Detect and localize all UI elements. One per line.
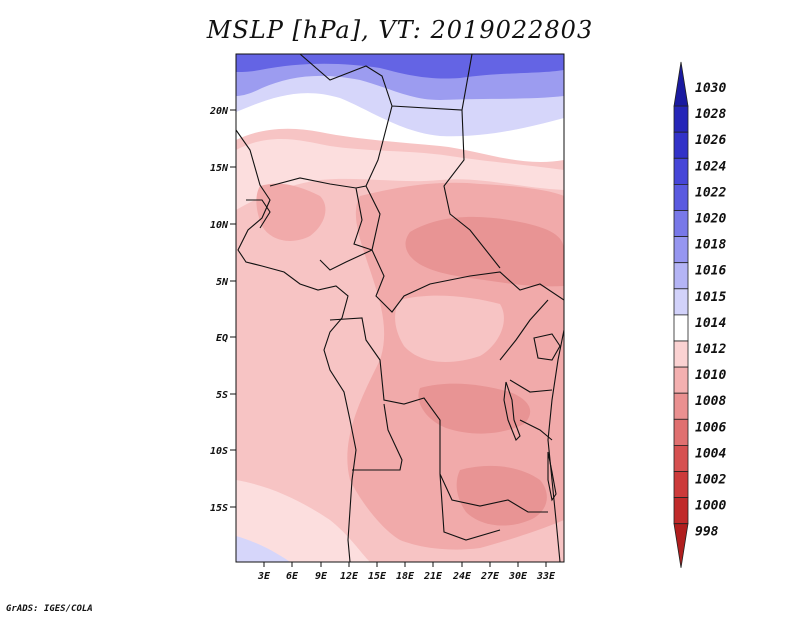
lon-label: 12E <box>340 571 359 582</box>
lake-victoria <box>533 333 561 361</box>
colorbar-level-label: 1002 <box>695 473 726 488</box>
grads-credit: GrADS: IGES/COLA <box>6 604 93 614</box>
colorbar-level-label: 1018 <box>695 238 726 253</box>
field-light-blue-southwest <box>236 536 290 562</box>
lon-label: 6E <box>286 571 299 582</box>
lon-label: 15E <box>368 571 387 582</box>
colorbar-swatch <box>673 105 689 133</box>
colorbar-swatch <box>673 471 689 499</box>
map-frame <box>235 53 565 563</box>
colorbar-level-label: 1015 <box>695 290 726 305</box>
lon-label: 24E <box>452 571 472 582</box>
colorbar-swatch <box>673 444 689 472</box>
lat-label: 15S <box>210 503 228 514</box>
colorbar: 1030 1028 1026 1024 1022 1020 1018 1016 1015 1014… <box>673 61 726 568</box>
lon-label: 21E <box>423 571 443 582</box>
field-rose-angola-low <box>456 465 547 526</box>
lat-label: 15N <box>210 163 229 174</box>
colorbar-level-label: 1006 <box>695 420 726 435</box>
colorbar-swatch <box>673 523 689 568</box>
field-pale-pink-north <box>236 138 564 210</box>
lon-label: 33E <box>536 571 556 582</box>
colorbar-level-label: 1016 <box>695 264 726 279</box>
colorbar-swatch <box>673 392 689 420</box>
west-africa-coastline <box>236 129 357 562</box>
lake-tanganyika <box>503 381 521 441</box>
colorbar-swatch <box>673 262 689 290</box>
lat-label: 5S <box>216 390 228 401</box>
colorbar-level-label: 1030 <box>695 81 726 96</box>
colorbar-level-label: 1010 <box>695 368 726 383</box>
lat-label: 20N <box>209 106 229 117</box>
colorbar-level-label: 1020 <box>695 212 726 227</box>
lon-label: 3E <box>257 571 271 582</box>
colorbar-swatch <box>673 61 689 107</box>
lon-label: 18E <box>396 571 415 582</box>
lake-malawi <box>547 451 557 502</box>
lon-label: 9E <box>315 571 328 582</box>
colorbar-level-label: 1022 <box>695 185 726 200</box>
colorbar-level-label: 1014 <box>695 316 726 331</box>
pressure-field <box>236 54 564 562</box>
lat-label: 10N <box>210 220 229 231</box>
colorbar-swatch <box>673 497 689 525</box>
field-pale-congo-basin <box>395 295 504 362</box>
chart-title: MSLP [hPa], VT: 2019022803 <box>206 16 594 44</box>
colorbar-swatch <box>673 418 689 446</box>
lat-label: 10S <box>210 446 228 457</box>
colorbar-level-label: 1004 <box>695 446 726 461</box>
lat-label: EQ <box>216 333 228 344</box>
colorbar-swatch <box>673 288 689 316</box>
field-pale-pink-southwest <box>236 480 370 562</box>
colorbar-swatch <box>673 183 689 211</box>
longitude-axis: 3E 6E 9E 12E 15E 18E 21E 24E 27E 30E 33E <box>257 562 556 582</box>
colorbar-swatch <box>673 236 689 264</box>
colorbar-level-label: 1024 <box>695 159 726 174</box>
field-deep-blue-band <box>236 54 564 79</box>
country-borders <box>246 54 564 541</box>
field-rose-central-african-low <box>405 216 564 287</box>
lon-label: 27E <box>480 571 500 582</box>
colorbar-swatch <box>673 340 689 368</box>
colorbar-level-label: 1028 <box>695 107 726 122</box>
lat-label: 5N <box>216 277 229 288</box>
colorbar-swatch <box>673 314 689 342</box>
field-pink-west-sahel <box>256 183 326 241</box>
colorbar-level-label: 998 <box>695 525 719 540</box>
colorbar-level-label: 1008 <box>695 394 726 409</box>
field-rose-congo-low <box>418 383 531 434</box>
colorbar-swatch <box>673 210 689 238</box>
colorbar-level-label: 1000 <box>695 499 726 514</box>
colorbar-swatch <box>673 366 689 394</box>
east-africa-coastline <box>547 329 564 562</box>
colorbar-swatch <box>673 157 689 185</box>
coastlines-borders <box>236 54 564 562</box>
colorbar-level-label: 1026 <box>695 133 726 148</box>
lon-label: 30E <box>508 571 528 582</box>
latitude-axis: 20N 15N 10N 5N EQ 5S 10S 15S <box>209 106 236 514</box>
colorbar-level-label: 1012 <box>695 342 726 357</box>
colorbar-swatch <box>673 131 689 159</box>
